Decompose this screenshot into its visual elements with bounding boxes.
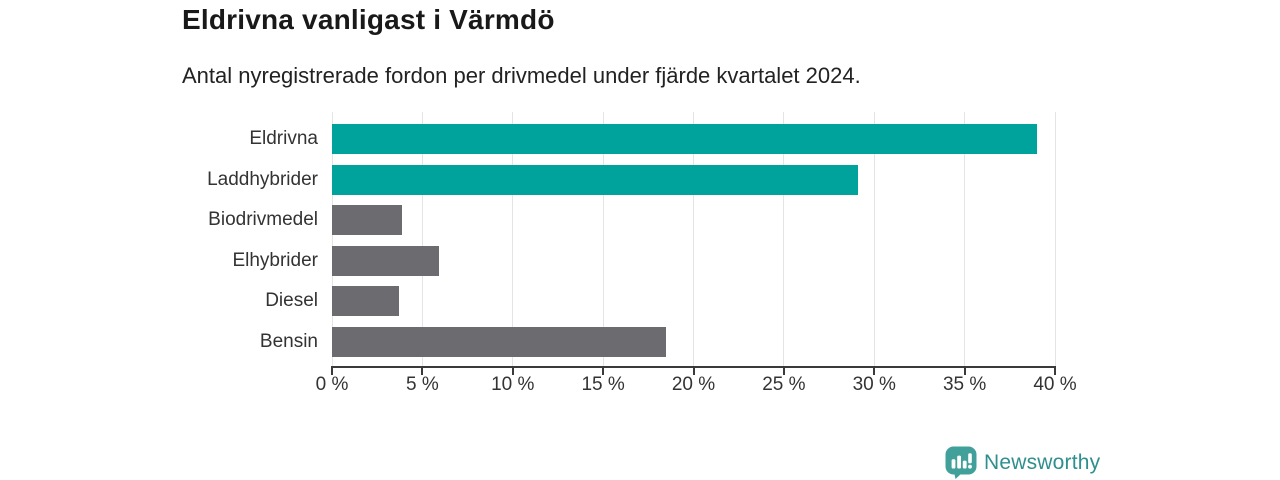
gridline <box>512 112 514 366</box>
x-tick-label: 30 % <box>852 374 896 395</box>
chart-subtitle: Antal nyregistrerade fordon per drivmede… <box>182 63 861 88</box>
axis-tick <box>602 368 605 375</box>
bar-elhybrider <box>332 245 439 276</box>
gridline <box>964 112 966 366</box>
x-tick-label: 35 % <box>942 374 987 395</box>
brand-name: Newsworthy <box>984 451 1101 474</box>
axis-tick <box>873 368 876 375</box>
gridline <box>693 112 694 366</box>
x-axis-line <box>331 366 1056 368</box>
axis-tick <box>421 368 424 375</box>
gridline <box>783 112 785 366</box>
axis-tick <box>692 368 695 375</box>
x-tick-label: 0 % <box>315 374 349 395</box>
bar-biodrivmedel <box>332 205 403 235</box>
bar-diesel <box>332 286 399 316</box>
category-label: Eldrivna <box>249 128 318 149</box>
x-tick-label: 20 % <box>671 374 716 395</box>
x-tick-label: 25 % <box>762 374 806 395</box>
x-tick-label: 5 % <box>406 374 439 395</box>
gridline <box>602 112 604 366</box>
brand-footer: Newsworthy <box>945 446 1100 480</box>
bar-laddhybrider <box>332 164 858 195</box>
newsworthy-logo-icon <box>945 446 977 479</box>
axis-tick <box>331 368 333 375</box>
axis-tick <box>1054 368 1056 375</box>
gridline <box>873 112 875 366</box>
gridline <box>331 112 333 366</box>
bar-bensin <box>332 326 667 357</box>
category-label: Laddhybrider <box>207 168 318 190</box>
category-label: Diesel <box>265 290 318 311</box>
axis-tick <box>782 368 785 375</box>
gridline <box>1054 112 1056 366</box>
x-tick-label: 15 % <box>581 374 625 395</box>
category-label: Bensin <box>259 330 318 352</box>
axis-tick <box>963 368 966 375</box>
x-tick-label: 40 % <box>1033 374 1077 395</box>
category-label: Biodrivmedel <box>208 209 318 230</box>
chart-title: Eldrivna vanligast i Värmdö <box>182 4 555 35</box>
gridline <box>421 112 423 366</box>
category-label: Elhybrider <box>232 249 318 271</box>
axis-tick <box>511 368 514 375</box>
x-tick-label: 10 % <box>491 374 535 395</box>
bar-eldrivna <box>332 124 1037 154</box>
